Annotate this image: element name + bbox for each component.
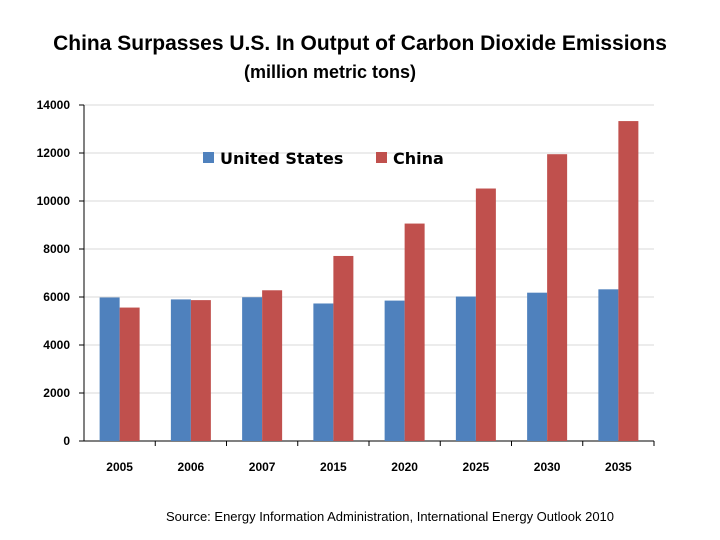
bar-china-2015 (333, 255, 354, 441)
x-tick-label: 2025 (463, 460, 490, 474)
bar-china-2007 (262, 290, 283, 441)
y-tick-label: 8000 (43, 242, 70, 256)
bar-united-states-2007 (242, 297, 263, 441)
chart-subtitle: (million metric tons) (243, 62, 416, 82)
x-tick-label: 2005 (106, 460, 133, 474)
x-tick-label: 2030 (534, 460, 561, 474)
y-tick-label: 10000 (37, 194, 71, 208)
source-note: Source: Energy Information Administratio… (165, 509, 615, 524)
y-tick-label: 0 (63, 434, 70, 448)
legend-swatch (376, 152, 387, 163)
y-tick-label: 4000 (43, 338, 70, 352)
bar-china-2005 (119, 307, 140, 441)
x-tick-label: 2020 (391, 460, 418, 474)
bar-united-states-2035 (598, 289, 619, 441)
bar-united-states-2020 (384, 300, 405, 441)
y-tick-label: 6000 (43, 290, 70, 304)
x-tick-label: 2015 (320, 460, 347, 474)
legend-label: China (393, 149, 444, 168)
y-tick-label: 2000 (43, 386, 70, 400)
bar-united-states-2005 (99, 297, 120, 441)
x-tick-label: 2006 (178, 460, 205, 474)
bar-united-states-2015 (313, 303, 334, 441)
tick-labels: 0 2000 4000 6000 8000 10000 12000 14000 2005 2006… (37, 98, 632, 474)
bar-china-2025 (475, 188, 496, 441)
bar-united-states-2030 (527, 292, 548, 441)
bar-united-states-2006 (170, 299, 191, 441)
bar-china-2035 (618, 121, 639, 441)
bar-china-2020 (404, 223, 425, 441)
bar-china-2006 (190, 300, 211, 441)
bar-united-states-2025 (455, 296, 476, 441)
x-tick-label: 2007 (249, 460, 276, 474)
y-tick-label: 14000 (37, 98, 71, 112)
legend: United States China (203, 149, 444, 168)
gridlines (84, 104, 654, 394)
chart-title: China Surpasses U.S. In Output of Carbon… (53, 32, 667, 55)
x-tick-label: 2035 (605, 460, 632, 474)
bar-china-2030 (547, 154, 568, 441)
y-tick-label: 12000 (37, 146, 71, 160)
legend-swatch (203, 152, 214, 163)
bars (99, 121, 639, 441)
axes (79, 104, 655, 446)
legend-label: United States (220, 149, 343, 168)
